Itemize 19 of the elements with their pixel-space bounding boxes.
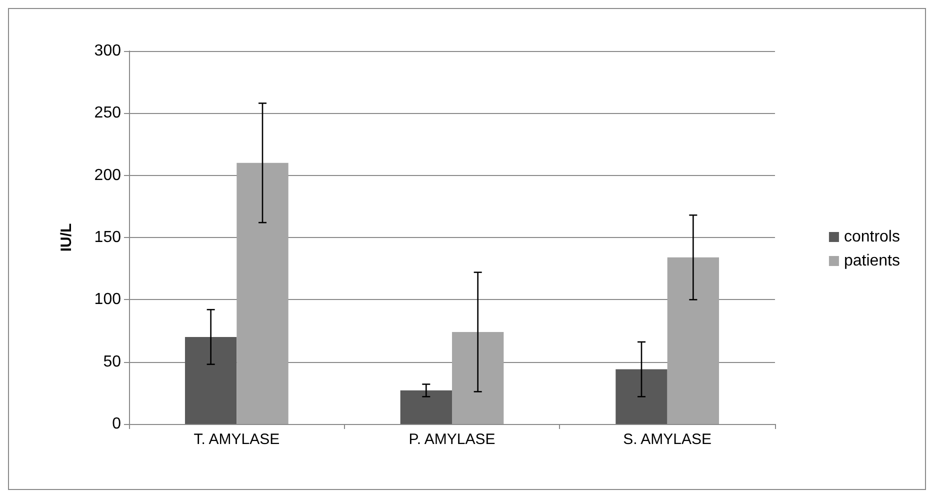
x-tick-label: S. AMYLASE (623, 431, 712, 448)
bar (400, 390, 452, 424)
y-tick-label: 200 (94, 166, 122, 184)
bar (667, 257, 720, 424)
bar (236, 162, 288, 424)
y-tick-label: 150 (94, 229, 122, 246)
y-tick-label: 0 (112, 416, 122, 432)
bar (452, 332, 504, 424)
bar (184, 336, 237, 424)
legend-label: patients (844, 252, 900, 270)
y-tick-label: 300 (94, 42, 122, 60)
x-tick-label: P. AMYLASE (408, 431, 496, 448)
y-axis-title: IU/L (58, 223, 75, 252)
x-tick-label: T. AMYLASE (194, 431, 280, 448)
y-tick-label: 250 (94, 104, 122, 122)
legend-label: controls (844, 228, 900, 246)
y-tick-label: 100 (94, 291, 122, 308)
y-tick-label: 50 (103, 353, 122, 370)
bar (616, 369, 668, 424)
